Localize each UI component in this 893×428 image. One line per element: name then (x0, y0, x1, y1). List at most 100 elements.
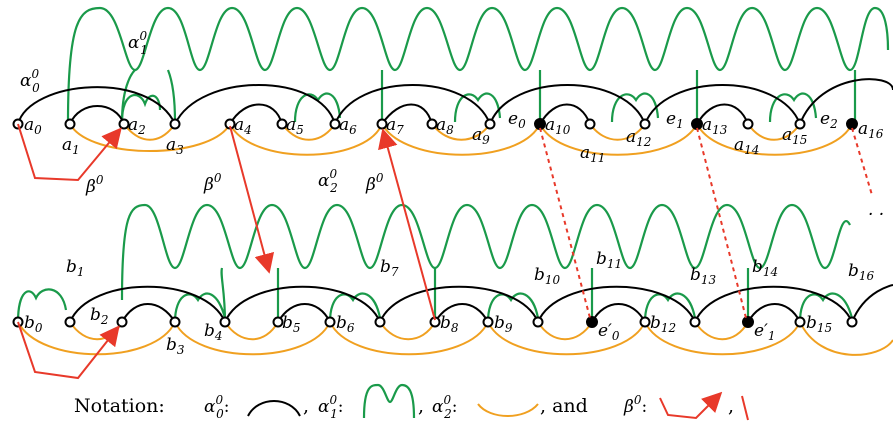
notation-beta-sample (659, 391, 723, 420)
top-alpha2-arc (747, 123, 801, 141)
vertex-e2 (846, 118, 858, 130)
label-a4: a4 (234, 115, 252, 137)
top-alpha0-arc (696, 103, 749, 125)
vertex-a8 (426, 118, 438, 130)
bottom-alpha0-arc (851, 284, 893, 323)
top-alpha0-arcs (17, 78, 893, 125)
vertex-b9 (482, 316, 494, 328)
bottom-alpha0-arc (591, 303, 646, 323)
vertex-b7 (374, 316, 386, 328)
label-a11: a11 (580, 143, 605, 165)
vertex-e1-prime (742, 316, 754, 328)
label-alpha2: α0 2 (318, 167, 338, 195)
top-alpha2-arc (229, 123, 383, 156)
vertex-b1 (64, 316, 76, 328)
bottom-alpha2-arc (379, 321, 436, 341)
label-a1: a1 (62, 135, 80, 157)
top-alpha2-arc (69, 123, 231, 152)
label-e0: e0 (508, 109, 526, 131)
bottom-labels: · · b0 b1 b2 b3 b4 b5 b6 b7 b8 b9 b10 b1… (24, 205, 884, 357)
label-a15: a15 (782, 125, 807, 147)
top-alpha1-curves (66, 6, 890, 123)
bottom-alpha0-arc (747, 303, 801, 323)
vertex-b2 (116, 316, 128, 328)
top-alpha2-arc (696, 123, 853, 156)
vertex-b13 (689, 316, 701, 328)
top-vertices (12, 118, 858, 130)
notation-alpha2-sample (477, 403, 539, 417)
vertex-a9 (484, 118, 496, 130)
notation-beta-line-sample (741, 395, 749, 421)
label-a16: a16 (858, 119, 884, 141)
top-alpha2-arc (281, 123, 336, 141)
label-a0: a0 (24, 115, 42, 137)
notation-alpha2: α0 2: (432, 393, 458, 421)
label-a8: a8 (436, 115, 454, 137)
bottom-alpha1-curves (16, 203, 854, 323)
notation-comma-1: , (303, 395, 309, 417)
vertex-b16 (846, 316, 858, 328)
vertex-b4 (219, 316, 231, 328)
top-row (12, 6, 893, 156)
beta-bottom-bent-arrow (17, 321, 120, 380)
vertex-a6 (329, 118, 341, 130)
bottom-alpha0-arcs (69, 284, 893, 323)
label-alpha1: α0 1 (128, 29, 148, 57)
top-alpha2-arc (431, 123, 491, 141)
label-b0: b0 (24, 313, 43, 335)
vertex-a11 (584, 118, 596, 130)
label-b13: b13 (690, 265, 717, 287)
vertex-a12 (639, 118, 651, 130)
top-alpha1-small (453, 92, 502, 123)
bottom-alpha2-arc (537, 321, 593, 341)
vertex-a14 (742, 118, 754, 130)
top-alpha1-small (768, 92, 818, 123)
label-b15: b15 (806, 313, 832, 335)
notation-alpha0-sample (247, 400, 301, 417)
label-a5: a5 (286, 115, 304, 137)
vertex-b10 (532, 316, 544, 328)
beta-arrow-a4-to-b5 (229, 125, 275, 274)
bottom-alpha2-arc (329, 321, 489, 356)
label-b3: b3 (166, 335, 185, 357)
label-b5: b5 (282, 313, 301, 335)
bottom-alpha0-arc (277, 303, 331, 323)
label-b8: b8 (440, 313, 459, 335)
top-alpha0-arc (489, 84, 646, 125)
top-alpha2-arc (589, 123, 646, 141)
top-alpha0-arc (334, 84, 491, 125)
top-alpha0-arc (17, 86, 176, 125)
bottom-alpha2-arc (224, 321, 279, 341)
label-b6: b6 (336, 313, 355, 335)
label-dots: · · (868, 205, 884, 225)
notation-comma-3: , (728, 395, 734, 417)
label-a12: a12 (626, 127, 651, 149)
notation-legend: Notation: α0 0: , α0 1: , α0 2: , and β0: , (74, 383, 749, 421)
top-alpha0-arc (174, 84, 336, 125)
label-b2: b2 (90, 305, 109, 327)
vertex-b15 (794, 316, 806, 328)
label-e2: e2 (820, 109, 838, 131)
top-alpha0-arc (381, 103, 433, 125)
top-alpha0-arc (229, 103, 283, 125)
label-b10: b10 (534, 265, 561, 287)
label-a2: a2 (128, 115, 146, 137)
bottom-alpha2-arc (487, 321, 646, 356)
label-a10: a10 (545, 115, 571, 137)
bottom-alpha1-small (643, 292, 697, 323)
bottom-alpha0-arc (434, 303, 489, 323)
bottom-alpha0-arc (224, 285, 381, 323)
vertex-b6 (324, 316, 336, 328)
top-alpha0-arc (644, 84, 801, 125)
vertex-e0 (534, 118, 546, 130)
top-alpha2-arc (123, 123, 176, 141)
bottom-alpha2-arc (174, 321, 331, 356)
label-e0-prime: e′0 (598, 321, 620, 343)
label-beta-mid2: β0 (365, 171, 384, 195)
vertex-a15 (794, 118, 806, 130)
vertex-e1 (691, 118, 703, 130)
label-b1: b1 (66, 257, 85, 279)
label-b4: b4 (204, 321, 223, 343)
bottom-row (12, 203, 893, 356)
